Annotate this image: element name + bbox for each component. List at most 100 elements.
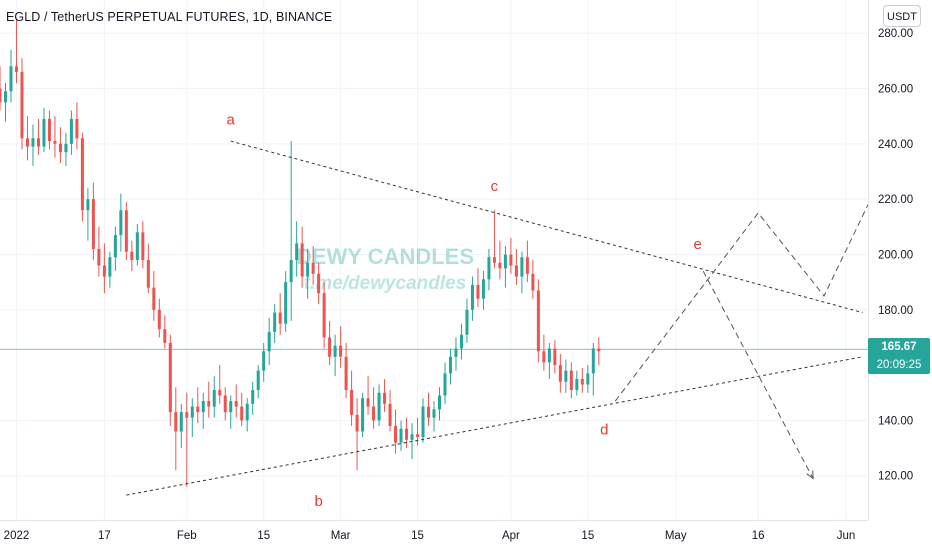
candle-body [531,273,535,291]
projection-arrowhead [806,470,814,480]
candle [580,367,584,393]
price-tick-label: 140.00 [878,415,913,427]
candle-body [339,345,343,357]
candle-body [174,412,178,432]
candle [75,102,79,150]
candle-body [558,365,562,382]
candle-body [42,118,46,147]
candle [503,246,507,288]
candle-body [377,392,381,421]
candle [245,398,249,432]
candle-body [405,428,409,440]
time-axis[interactable]: 2022 17 Feb 15 Mar 15 Apr 15 May 16 Jun [0,520,932,550]
candle [207,381,211,418]
candle [558,354,562,393]
candle [416,417,420,446]
candle [454,337,458,371]
candle-body [190,406,194,418]
watermark-brand: DEWY CANDLES [296,244,474,269]
candle [481,271,485,310]
candle [130,240,134,272]
candle-body [591,348,595,374]
annotations: a b c d e [126,111,869,510]
candle-body [432,409,436,418]
candle-body [80,138,84,211]
candle-body [124,210,128,252]
candle-body [36,138,40,147]
candle [53,116,57,158]
wave-label-b: b [314,493,322,510]
candle [344,342,348,399]
candle-body [509,254,513,266]
candle-body [97,248,101,266]
candle-body [234,401,238,407]
candle [476,268,480,308]
candle [234,384,238,418]
candle-body [9,66,13,92]
candle [229,395,233,429]
candle [553,340,557,374]
candle [361,392,365,438]
currency-button[interactable]: USDT [883,5,921,27]
time-tick-label: Apr [502,530,520,542]
candle [564,359,568,393]
candle [36,118,40,155]
candle-body [278,312,282,324]
candle-body [426,406,431,418]
candle-body [454,348,458,357]
candle-body [448,356,452,374]
candle-body [569,370,573,390]
candle [366,376,370,415]
candle-body [355,414,359,432]
candle [218,365,222,404]
candle [47,110,51,150]
candle-body [470,284,474,310]
time-tick-label: 17 [98,530,111,542]
candle-body [53,141,57,144]
time-tick-label: 16 [752,530,765,542]
candle [20,58,24,150]
candle [432,401,436,432]
candle [465,298,469,343]
candle [295,221,299,277]
price-tick-label: 220.00 [878,194,913,206]
candle-body [69,118,73,144]
candle-body [157,309,161,330]
candle [421,398,425,443]
candle [394,409,398,454]
candle [317,262,321,305]
symbol-title: EGLD / TetherUS PERPETUAL FUTURES, 1D, B… [6,10,333,24]
candle-body [273,312,277,332]
candle [69,110,73,155]
candle [240,392,244,426]
time-tick-label: Feb [177,530,197,542]
candle [152,271,156,321]
candle [333,334,337,377]
candle-body [86,199,90,211]
candle-body [179,412,183,432]
candle-body [361,398,365,432]
candle [487,248,491,291]
candle [113,226,117,272]
price-tick-label: 180.00 [878,305,913,317]
price-axis[interactable]: 280.00 260.00 240.00 220.00 200.00 180.00 140.… [868,0,932,550]
candle-body [58,143,62,153]
candle-body [229,401,233,413]
candle [86,188,90,241]
candle-body [152,287,156,310]
candle-body [547,348,551,363]
candle-body [25,138,29,147]
trendline [230,140,863,314]
countdown-tag: 20:09:25 [868,356,930,374]
price-tick-label: 200.00 [878,249,913,261]
candle-body [3,91,8,103]
candle-body [586,373,590,385]
candle [339,326,343,368]
candle-body [487,257,491,280]
price-axis-bg [868,0,932,550]
candle-body [141,232,145,260]
candle-body [465,309,469,335]
candle-body [399,428,403,443]
candle [459,323,463,360]
